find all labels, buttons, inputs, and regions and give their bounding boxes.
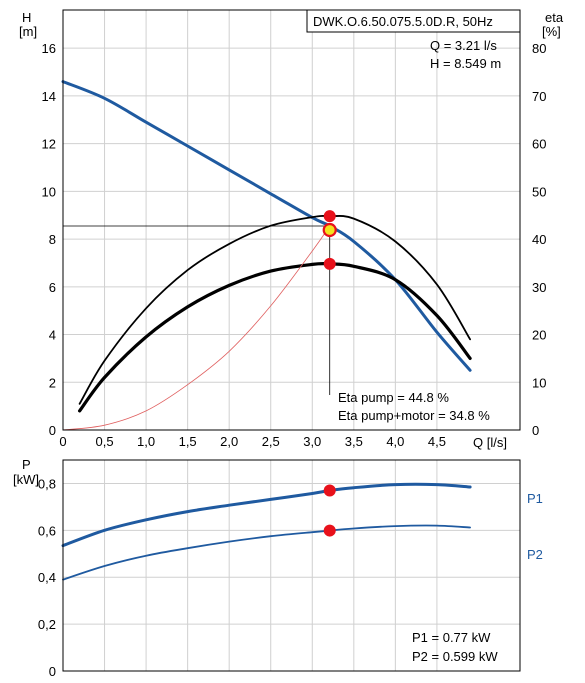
x-tick-label: 2,0	[220, 434, 238, 449]
left-axis-unit: [m]	[19, 24, 37, 39]
duty-q-text: Q = 3.21 l/s	[430, 38, 497, 53]
power-axis-name: P	[22, 457, 31, 472]
y-left-tick-label: 2	[49, 375, 56, 390]
x-tick-label: 0,5	[96, 434, 114, 449]
p2-curve	[62, 524, 471, 581]
p1-value-text: P1 = 0.77 kW	[412, 630, 491, 645]
y-left-tick-label: 10	[42, 184, 56, 199]
y-right-tick-label: 40	[532, 232, 546, 247]
head-chart-grid	[63, 10, 520, 430]
y-right-tick-label: 80	[532, 41, 546, 56]
power-tick-label: 0	[49, 664, 56, 679]
power-chart-ticks: 0 0,2 0,4 0,6 0,8	[38, 476, 56, 679]
y-right-tick-label: 50	[532, 184, 546, 199]
p2-series-label: P2	[527, 547, 543, 562]
head-chart-ticks: 0 0,5 1,0 1,5 2,0 2,5 3,0 3,5 4,0 4,5 0 2 4 6 8 10 12 14 1…	[42, 41, 547, 449]
p1-curve	[61, 482, 472, 548]
eta-pump-motor-duty-marker	[323, 257, 336, 270]
head-chart-series	[61, 80, 472, 431]
p2-duty-marker	[323, 524, 336, 537]
duty-h-text: H = 8.549 m	[430, 56, 501, 71]
x-axis-label: Q [l/s]	[473, 435, 507, 450]
qh-curve	[61, 80, 472, 372]
y-left-tick-label: 16	[42, 41, 56, 56]
x-tick-label: 0	[59, 434, 66, 449]
eta-pump-curve	[78, 215, 471, 405]
y-left-tick-label: 4	[49, 328, 56, 343]
y-right-tick-label: 0	[532, 423, 539, 438]
power-tick-label: 0,4	[38, 570, 56, 585]
x-tick-label: 3,0	[303, 434, 321, 449]
y-left-tick-label: 8	[49, 232, 56, 247]
x-tick-label: 2,5	[262, 434, 280, 449]
p1-duty-marker	[323, 484, 336, 497]
power-chart-duty-markers	[323, 484, 336, 537]
eta-pump-text: Eta pump = 44.8 %	[338, 390, 449, 405]
power-chart-frame	[62, 459, 521, 672]
x-tick-label: 1,5	[179, 434, 197, 449]
y-right-tick-label: 10	[532, 375, 546, 390]
power-tick-label: 0,6	[38, 523, 56, 538]
head-duty-marker	[322, 222, 337, 238]
power-tick-label: 0,2	[38, 617, 56, 632]
y-right-tick-label: 30	[532, 280, 546, 295]
eta-pump-duty-marker	[323, 210, 336, 223]
title-box	[306, 9, 521, 33]
p1-series-label: P1	[527, 491, 543, 506]
y-right-tick-label: 60	[532, 137, 546, 152]
power-chart-series	[61, 482, 472, 581]
y-left-tick-label: 0	[49, 423, 56, 438]
power-chart-grid	[63, 460, 520, 671]
x-tick-label: 1,0	[137, 434, 155, 449]
right-axis-name: eta	[545, 10, 564, 25]
left-axis-name: H	[22, 10, 31, 25]
y-left-tick-label: 14	[42, 89, 56, 104]
eta-pump-motor-text: Eta pump+motor = 34.8 %	[338, 408, 490, 423]
head-chart-duty-markers	[322, 210, 337, 270]
y-right-tick-label: 20	[532, 328, 546, 343]
power-tick-label: 0,8	[38, 476, 56, 491]
x-tick-label: 4,0	[386, 434, 404, 449]
y-left-tick-label: 6	[49, 280, 56, 295]
p2-value-text: P2 = 0.599 kW	[412, 649, 498, 664]
x-tick-label: 4,5	[428, 434, 446, 449]
x-tick-label: 3,5	[345, 434, 363, 449]
right-axis-unit: [%]	[542, 24, 561, 39]
chart-title: DWK.O.6.50.075.5.0D.R, 50Hz	[313, 14, 493, 29]
head-chart-frame	[62, 9, 521, 431]
power-axis-unit: [kW]	[13, 472, 39, 487]
y-right-tick-label: 70	[532, 89, 546, 104]
system-curve	[62, 225, 331, 431]
eta-pump-motor-curve	[78, 261, 472, 413]
y-left-tick-label: 12	[42, 137, 56, 152]
